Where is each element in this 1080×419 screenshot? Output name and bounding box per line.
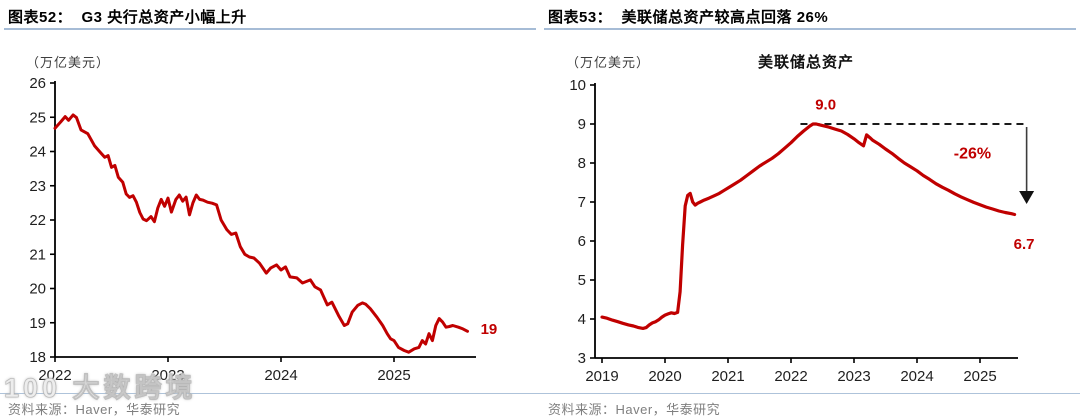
series-line <box>600 122 1017 330</box>
x-tick-label: 2021 <box>711 368 744 385</box>
x-tick-label: 2022 <box>774 368 807 385</box>
y-tick-label: 5 <box>578 272 586 289</box>
x-tick-label: 2023 <box>151 367 184 384</box>
x-tick-label: 2024 <box>900 368 933 385</box>
x-tick-label: 2025 <box>377 367 410 384</box>
x-tick-label: 2022 <box>38 367 71 384</box>
chart52-source: 资料来源：Haver，华泰研究 <box>8 402 181 417</box>
x-tick-label: 2019 <box>585 368 618 385</box>
x-tick-label: 2020 <box>648 368 681 385</box>
y-tick-label: 6 <box>578 233 586 250</box>
y-tick-label: 22 <box>29 212 46 229</box>
y-tick-label: 18 <box>29 349 46 366</box>
y-tick-label: 24 <box>29 144 46 161</box>
y-tick-label: 20 <box>29 281 46 298</box>
chart52-unit-label: （万亿美元） <box>26 55 111 70</box>
y-tick-label: 25 <box>29 109 46 126</box>
chart53-header-rule <box>544 28 1076 30</box>
footer-divider <box>0 393 1080 394</box>
drop-arrow-head <box>1019 190 1035 204</box>
y-tick-label: 3 <box>578 350 586 367</box>
x-tick-label: 2024 <box>264 367 297 384</box>
annotation-text: 9.0 <box>815 97 836 114</box>
series-line <box>53 113 469 354</box>
chart52-header-rule <box>4 28 536 30</box>
chart53-source: 资料来源：Haver，华泰研究 <box>548 402 721 417</box>
chart53-unit-label: （万亿美元） <box>566 55 651 70</box>
y-tick-label: 10 <box>569 77 586 94</box>
y-tick-label: 9 <box>578 116 586 133</box>
chart53-series-title: 美联储总资产 <box>758 54 855 71</box>
x-tick-label: 2025 <box>963 368 996 385</box>
annotation-text: -26% <box>954 145 991 162</box>
y-tick-label: 4 <box>578 311 586 328</box>
y-tick-label: 19 <box>29 315 46 332</box>
chart-panel-52: 图表52： G3 央行总资产小幅上升 （万亿美元） 26 25 24 23 22 21 20… <box>4 9 536 417</box>
y-tick-label: 21 <box>29 246 46 263</box>
annotation-text: 19 <box>481 321 498 338</box>
y-tick-label: 26 <box>29 75 46 92</box>
y-tick-label: 8 <box>578 155 586 172</box>
y-tick-label: 23 <box>29 178 46 195</box>
y-tick-label: 7 <box>578 194 586 211</box>
chart53-header: 图表53： 美联储总资产较高点回落 26% <box>548 9 829 26</box>
chart-panel-53: 图表53： 美联储总资产较高点回落 26% （万亿美元） 美联储总资产 10 9 8… <box>540 0 1080 419</box>
annotation-text: 6.7 <box>1014 236 1035 253</box>
chart52-header: 图表52： G3 央行总资产小幅上升 <box>8 9 247 26</box>
x-tick-label: 2023 <box>837 368 870 385</box>
